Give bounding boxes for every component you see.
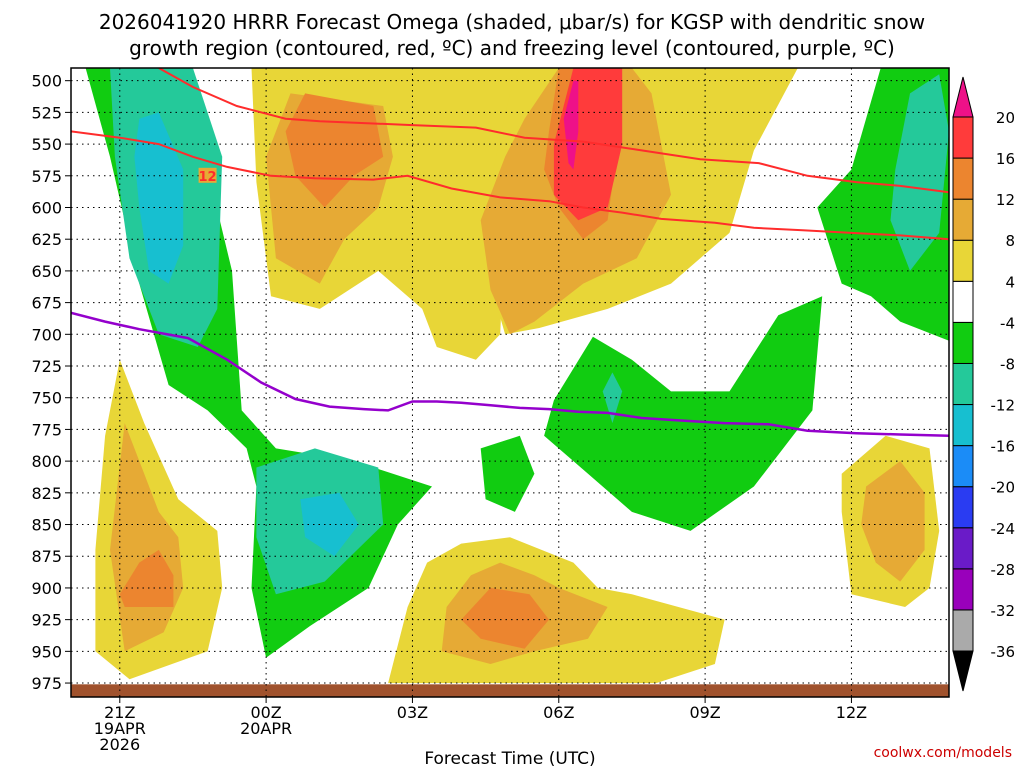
y-tick-label: 900: [31, 579, 62, 598]
y-tick-label: 725: [31, 357, 62, 376]
y-tick-label: 925: [31, 611, 62, 630]
chart-title-line2: growth region (contoured, red, ºC) and f…: [129, 36, 895, 60]
colorbar-label: -28: [991, 561, 1016, 579]
colorbar: -36 -32 -28 -24 -20 -16 -12 -8 -4 4 8 12 16 20: [952, 76, 1016, 692]
dgz-contour-line: [158, 68, 949, 194]
x-tick-label: 21Z: [104, 703, 135, 722]
colorbar-label: 8: [1005, 232, 1015, 250]
colorbar-bin: [952, 404, 974, 447]
y-tick-label: 650: [31, 262, 62, 281]
colorbar-label: 4: [1005, 273, 1015, 291]
x-axis-label: Forecast Time (UTC): [424, 749, 595, 768]
terrain-band: [71, 684, 949, 697]
colorbar-bin: [952, 362, 974, 406]
colorbar-label: -36: [991, 643, 1016, 661]
contours: 12: [71, 68, 949, 438]
colorbar-label: -4: [1000, 314, 1015, 332]
omega-region: [861, 461, 925, 582]
colorbar-label: -20: [991, 479, 1016, 497]
colorbar-bin: [952, 157, 974, 200]
y-tick-label: 750: [31, 389, 62, 408]
y-tick-label: 800: [31, 452, 62, 471]
omega-region: [602, 372, 623, 424]
colorbar-under-arrow: [952, 650, 974, 692]
dgz-contour-label-bg: [198, 167, 217, 183]
colorbar-over-arrow: [952, 76, 974, 118]
colorbar-label: 16: [996, 150, 1015, 168]
dgz-contour-line: [71, 130, 949, 241]
colorbar-label: -24: [991, 520, 1016, 538]
omega-shading: [85, 68, 949, 684]
freezing-level-line: [71, 311, 949, 438]
x-tick-label: 00Z: [250, 703, 281, 722]
colorbar-label: -16: [991, 438, 1016, 456]
colorbar-bin: [952, 321, 974, 364]
omega-region: [119, 549, 174, 607]
plot-area: 12: [71, 68, 949, 697]
omega-region: [544, 296, 823, 531]
colorbar-bin: [952, 116, 974, 159]
y-tick-label: 550: [31, 135, 62, 154]
y-tick-label: 950: [31, 642, 62, 661]
source-credit[interactable]: coolwx.com/models: [874, 745, 1012, 761]
colorbar-bin: [952, 568, 974, 611]
colorbar-label: -32: [991, 602, 1016, 620]
x-tick-label: 20APR: [240, 719, 292, 738]
omega-region: [134, 112, 184, 284]
y-tick-label: 500: [31, 72, 62, 91]
x-tick-label: 03Z: [397, 703, 428, 722]
omega-region: [480, 435, 535, 512]
colorbar-label: 12: [996, 191, 1015, 209]
colorbar-bin: [952, 527, 974, 570]
y-tick-label: 700: [31, 325, 62, 344]
omega-region: [890, 74, 949, 271]
y-tick-label: 575: [31, 167, 62, 186]
x-tick-label: 09Z: [689, 703, 720, 722]
x-tick-label: 19APR: [94, 719, 146, 738]
y-tick-label: 850: [31, 516, 62, 535]
y-tick-label: 625: [31, 230, 62, 249]
x-tick-label: 2026: [99, 735, 140, 754]
y-tick-label: 675: [31, 294, 62, 313]
colorbar-bin: [952, 280, 974, 323]
y-tick-label: 775: [31, 420, 62, 439]
colorbar-bin: [952, 198, 974, 241]
y-tick-label: 525: [31, 103, 62, 122]
y-tick-label: 825: [31, 484, 62, 503]
colorbar-bin: [952, 609, 974, 652]
y-tick-label: 600: [31, 198, 62, 217]
chart-title-line1: 2026041920 HRRR Forecast Omega (shaded, …: [99, 10, 925, 34]
omega-region: [461, 587, 549, 649]
x-tick-label: 12Z: [836, 703, 867, 722]
x-tick-label: 06Z: [543, 703, 574, 722]
colorbar-bin: [952, 445, 974, 488]
colorbar-label: -12: [991, 397, 1016, 415]
dgz-contour-label: 12: [199, 170, 217, 185]
colorbar-bin: [952, 239, 974, 282]
colorbar-bin: [952, 486, 974, 529]
colorbar-label: -8: [1000, 355, 1015, 373]
colorbar-label: 20: [996, 109, 1015, 127]
omega-region: [563, 80, 579, 170]
y-tick-label: 975: [31, 674, 62, 693]
terrain: [71, 684, 949, 697]
y-axis: 500 525 550 575 600 625 650 675 700 725 750 775 800 8…: [31, 72, 71, 693]
plot-frame: [70, 67, 950, 698]
y-tick-label: 875: [31, 547, 62, 566]
